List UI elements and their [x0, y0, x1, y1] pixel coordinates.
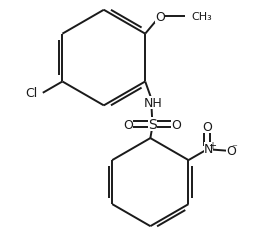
Text: Cl: Cl: [25, 87, 37, 100]
Text: +: +: [207, 140, 215, 150]
Text: O: O: [123, 118, 133, 131]
Text: O: O: [226, 145, 236, 158]
Text: NH: NH: [143, 97, 162, 110]
Text: S: S: [148, 118, 157, 132]
Text: ⁻: ⁻: [232, 143, 237, 153]
Text: N: N: [204, 143, 213, 155]
Text: O: O: [202, 120, 212, 133]
Text: CH₃: CH₃: [191, 12, 212, 22]
Text: O: O: [171, 118, 181, 131]
Text: O: O: [155, 11, 165, 24]
